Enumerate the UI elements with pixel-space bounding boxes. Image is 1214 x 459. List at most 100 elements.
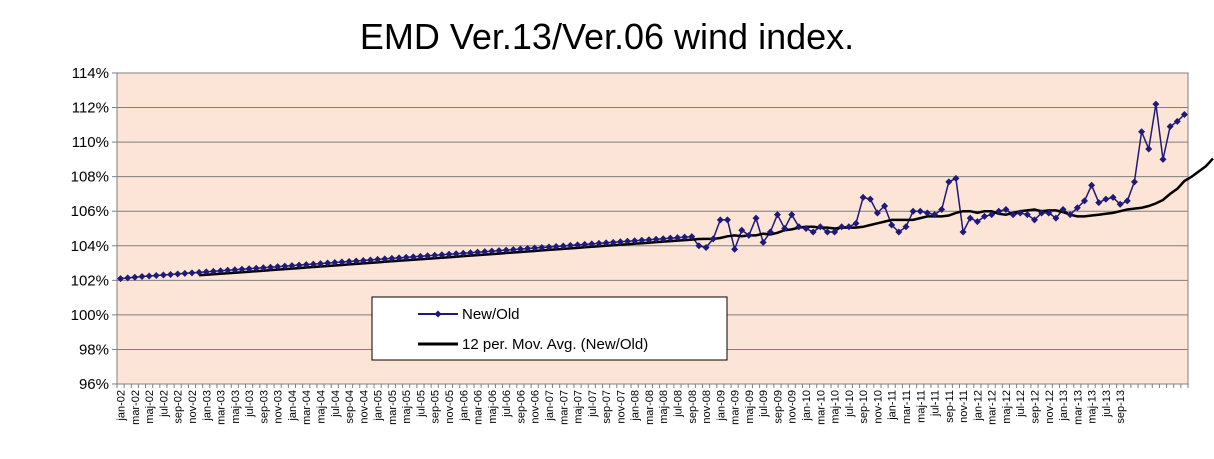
x-tick-label: sep-13 (1115, 390, 1127, 424)
data-point (538, 244, 546, 252)
x-tick-label: jan-02 (116, 390, 128, 422)
data-point (616, 238, 624, 246)
data-point (981, 212, 989, 220)
data-point (1080, 197, 1088, 205)
data-point (488, 247, 496, 255)
data-point (1166, 123, 1174, 131)
x-tick-label: jul-10 (844, 390, 856, 418)
data-point (295, 261, 303, 269)
data-point (452, 250, 460, 258)
x-tick-label: mar-06 (473, 390, 485, 425)
x-tick-label: sep-07 (601, 390, 613, 424)
data-point (831, 228, 839, 236)
x-tick-label: sep-12 (1029, 390, 1041, 424)
data-point (973, 218, 981, 226)
x-tick-label: nov-02 (187, 390, 199, 424)
data-point (702, 244, 710, 252)
data-point (174, 270, 182, 278)
data-point (788, 211, 796, 219)
x-tick-label: nov-07 (615, 390, 627, 424)
data-point (331, 259, 339, 267)
x-tick-label: maj-04 (315, 390, 327, 424)
y-tick-label: 98% (79, 341, 109, 358)
data-point (1045, 209, 1053, 217)
x-tick-label: jul-09 (758, 390, 770, 418)
x-tick-label: jan-06 (458, 390, 470, 422)
data-point (409, 253, 417, 261)
legend-label-moving-average: 12 per. Mov. Avg. (New/Old) (462, 336, 648, 353)
data-point (252, 264, 260, 272)
data-point (345, 258, 353, 266)
data-point (1016, 209, 1024, 217)
data-point (531, 244, 539, 252)
x-tick-label: nov-05 (444, 390, 456, 424)
data-point (766, 228, 774, 236)
data-point (1159, 155, 1167, 163)
data-point (559, 242, 567, 250)
data-point (931, 211, 939, 219)
x-tick-label: jan-08 (630, 390, 642, 422)
data-point (131, 273, 139, 281)
x-tick-label: sep-09 (772, 390, 784, 424)
data-point (1009, 211, 1017, 219)
data-point (1130, 178, 1138, 186)
data-point (117, 275, 125, 283)
y-tick-label: 104% (71, 238, 109, 255)
y-tick-label: 102% (71, 272, 109, 289)
data-point (338, 258, 346, 266)
x-tick-label: jul-02 (158, 390, 170, 418)
data-point (909, 207, 917, 215)
x-tick-label: maj-11 (915, 390, 927, 423)
data-point (1073, 204, 1081, 212)
x-tick-label: sep-04 (344, 390, 356, 424)
x-tick-label: jul-06 (501, 390, 513, 418)
data-point (245, 265, 253, 273)
x-tick-label: jan-13 (1058, 390, 1070, 422)
data-point (809, 228, 817, 236)
x-tick-label: sep-10 (858, 390, 870, 424)
y-axis: 96% 98% 100% 102% 104% 106% 108% 110% 112% 114% (71, 65, 117, 393)
data-point (1023, 211, 1031, 219)
data-point (1180, 110, 1188, 118)
data-point (602, 239, 610, 247)
data-point (274, 263, 282, 271)
data-point (688, 233, 696, 241)
legend: New/Old 12 per. Mov. Avg. (New/Old) (371, 296, 728, 361)
data-point (217, 267, 225, 275)
data-point (1109, 193, 1117, 201)
data-point (745, 231, 753, 239)
x-tick-label: maj-10 (830, 390, 842, 424)
data-point (895, 228, 903, 236)
x-tick-label: mar-08 (644, 390, 656, 425)
x-tick-label: mar-04 (301, 390, 313, 425)
series-markers (117, 100, 1188, 283)
data-point (695, 242, 703, 250)
data-point (438, 251, 446, 259)
x-tick-label: sep-03 (258, 390, 270, 424)
data-point (1173, 117, 1181, 125)
data-point (681, 233, 689, 241)
data-point (838, 223, 846, 231)
x-tick-label: mar-07 (558, 390, 570, 425)
data-point (916, 207, 924, 215)
data-point (802, 225, 810, 232)
data-point (416, 252, 424, 260)
data-point (316, 260, 324, 268)
data-point (923, 209, 931, 217)
data-point (267, 263, 275, 271)
data-point (424, 252, 432, 260)
data-point (238, 265, 246, 273)
data-point (938, 205, 946, 213)
data-point (1066, 211, 1074, 219)
x-tick-label: mar-09 (730, 390, 742, 425)
data-point (159, 271, 167, 279)
series-line-moving-average (199, 157, 1214, 277)
x-tick-label: jul-05 (415, 390, 427, 418)
x-tick-label: nov-03 (273, 390, 285, 424)
data-point (224, 266, 232, 274)
x-tick-label: jul-13 (1101, 390, 1113, 418)
x-tick-label: sep-11 (944, 390, 956, 423)
data-point (445, 250, 453, 258)
data-point (402, 253, 410, 261)
x-tick-label: mar-13 (1072, 390, 1084, 425)
